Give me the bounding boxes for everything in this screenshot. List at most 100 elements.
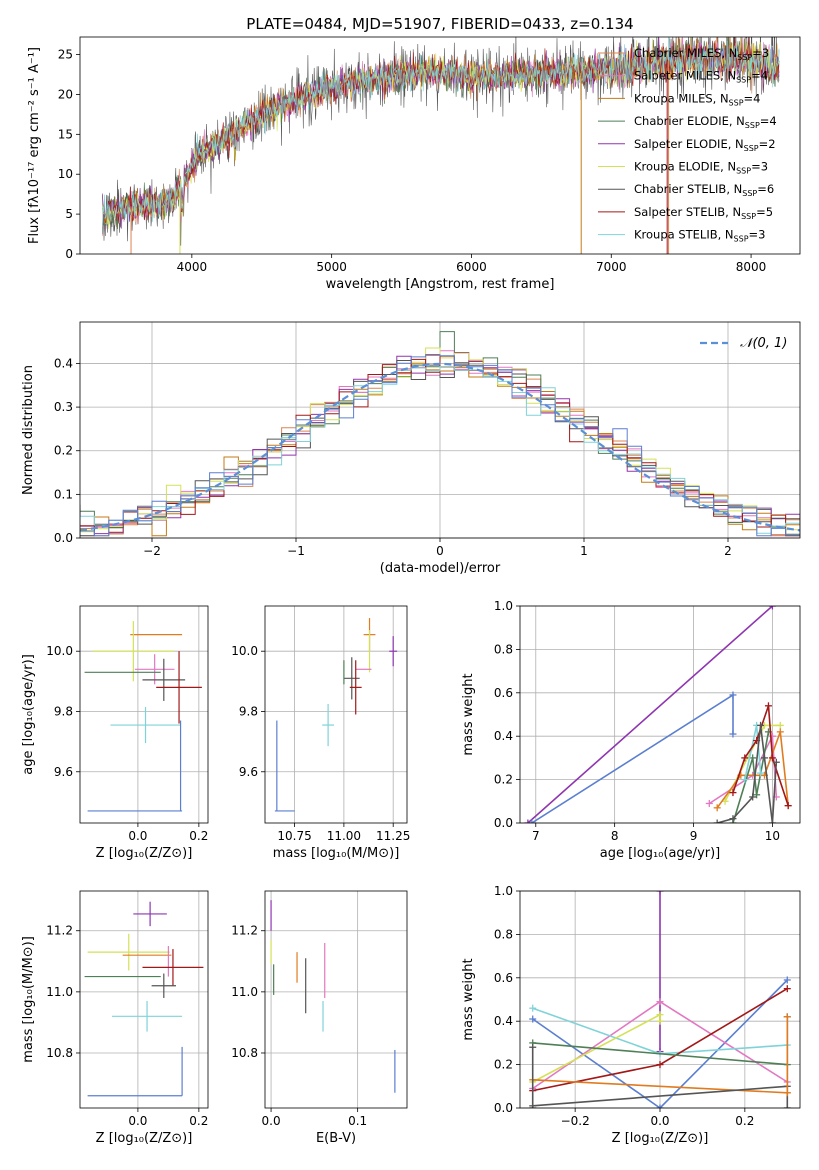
legend-eq: =3 [749, 228, 766, 242]
legend-text: Kroupa ELODIE, N [634, 160, 736, 174]
y-axis-label: mass weight [461, 673, 476, 755]
x-axis-label: wavelength [Angstrom, rest frame] [326, 277, 555, 292]
y-tick-label: 10 [58, 167, 73, 181]
panel-mass-weight-vs-Z: −0.2 0.0 0.2 0.0 0.2 0.4 0.6 0.8 1.0 Z [log₁₀(Z/Z… [461, 884, 801, 1146]
weight-marker [783, 985, 791, 993]
y-tick-label: 11.0 [231, 985, 258, 999]
weight-series [732, 705, 789, 806]
y-tick-label: 0.0 [54, 531, 73, 545]
spectrum-legend: Chabrier MILES, NSSP=3 Salpeter MILES, N S… [598, 46, 777, 244]
legend-label: Salpeter ELODIE, NSSP=2 [634, 137, 776, 153]
weight-marker [529, 1104, 537, 1108]
x-tick-label: 0.0 [128, 1114, 147, 1128]
legend-sub: SSP [745, 121, 760, 130]
ticks: −0.2 0.0 0.2 0.0 0.2 0.4 0.6 0.8 1.0 [494, 884, 754, 1128]
y-tick-label: 10.0 [231, 644, 258, 658]
errorbar-point [151, 973, 176, 998]
x-tick-label: 8000 [736, 260, 767, 274]
y-tick-label: 9.6 [54, 765, 73, 779]
weight-marker [705, 799, 713, 807]
weight-lines [524, 606, 792, 823]
y-tick-label: 0.6 [494, 971, 513, 985]
errorbar-point [142, 658, 186, 701]
x-tick-label: −1 [287, 544, 305, 558]
x-tick-label: 1 [580, 544, 588, 558]
weight-marker [757, 721, 765, 729]
y-tick-label: 0.3 [54, 400, 73, 414]
errorbar-points [84, 621, 202, 812]
legend-label: Kroupa STELIB, NSSP=3 [634, 228, 765, 244]
y-tick-label: 1.0 [494, 599, 513, 613]
ticks: 0.0 0.2 9.6 9.8 10.0 [46, 644, 208, 843]
legend-text: Salpeter STELIB, N [634, 205, 741, 219]
y-tick-label: 0.6 [494, 686, 513, 700]
y-tick-label: 20 [58, 87, 73, 101]
grid [80, 606, 208, 823]
y-tick-label: 0.2 [494, 1058, 513, 1072]
y-tick-label: 11.2 [46, 924, 73, 938]
legend-sub: SSP [734, 235, 749, 244]
x-tick-label: 7 [532, 829, 540, 843]
weight-marker [656, 1061, 664, 1069]
y-tick-label: 1.0 [494, 884, 513, 898]
weight-series [531, 693, 734, 823]
y-tick-label: 25 [58, 48, 73, 62]
errorbar-point [110, 706, 181, 744]
legend-sub: SSP [744, 144, 759, 153]
grid [80, 891, 208, 1108]
x-tick-label: 0.2 [189, 1114, 208, 1128]
y-tick-label: 0.4 [494, 1014, 513, 1028]
y-tick-label: 9.6 [239, 765, 258, 779]
errorbar-point [87, 933, 170, 971]
legend-label: Chabrier STELIB, NSSP=6 [634, 182, 774, 198]
errorbar-point [92, 621, 175, 682]
legend-text: Kroupa MILES, N [634, 91, 729, 105]
y-axis-label: Flux [fλ10⁻¹⁷ erg cm⁻² s⁻¹ A⁻¹] [27, 47, 42, 244]
axes-frame [264, 890, 408, 1109]
legend-eq: =4 [751, 69, 768, 83]
x-axis-label: age [log₁₀(age/yr)] [600, 846, 721, 861]
x-axis-label: mass [log₁₀(M/M⊙)] [273, 846, 400, 861]
weight-series [532, 1079, 788, 1094]
errorbar-point [343, 657, 360, 700]
weight-series [532, 1042, 788, 1066]
y-tick-label: 11.2 [231, 924, 258, 938]
errorbar-points [270, 900, 396, 1093]
errorbar-point [389, 636, 398, 667]
weight-marker [761, 754, 769, 762]
errorbar-point [142, 949, 204, 986]
axes-frame [79, 321, 801, 539]
weight-marker [783, 976, 791, 984]
axes-frame [79, 36, 801, 255]
legend-sub: SSP [729, 98, 744, 107]
x-tick-label: 2 [724, 544, 732, 558]
legend-text: Salpeter MILES, N [634, 69, 736, 83]
errorbar-point [133, 901, 167, 927]
weight-marker [656, 1104, 664, 1108]
x-tick-label: 0.0 [650, 1114, 669, 1128]
x-tick-label: 10 [765, 829, 780, 843]
x-tick-label: 8 [611, 829, 619, 843]
ticks: −2 −1 0 1 2 0.0 0.1 0.2 0.3 0.4 [54, 356, 732, 558]
axes-frame [79, 890, 209, 1109]
weight-marker [768, 606, 776, 610]
weight-marker [656, 998, 664, 1006]
panel-mass-vs-EBV: 0.0 0.1 10.8 11.0 11.2 E(B-V) [231, 890, 408, 1146]
weight-marker [783, 1013, 791, 1021]
x-tick-label: 11.00 [327, 829, 361, 843]
legend-eq: =5 [756, 205, 773, 219]
legend-label: Chabrier MILES, NSSP=3 [634, 46, 769, 62]
weight-marker [783, 1089, 791, 1097]
x-axis-label: (data-model)/error [380, 561, 501, 576]
weight-marker [768, 819, 776, 823]
weight-marker [713, 804, 721, 812]
x-tick-label: 0.1 [348, 1114, 367, 1128]
y-tick-label: 10.8 [46, 1046, 73, 1060]
panel-age-vs-Z: 0.0 0.2 9.6 9.8 10.0 Z [log₁₀(Z/Z⊙)] age [log₁… [21, 605, 208, 861]
weight-lines [529, 891, 791, 1108]
weight-marker [776, 721, 784, 729]
y-tick-label: 0.0 [494, 816, 513, 830]
y-tick-label: 0 [65, 247, 73, 261]
legend-text: Chabrier STELIB, N [634, 182, 742, 196]
